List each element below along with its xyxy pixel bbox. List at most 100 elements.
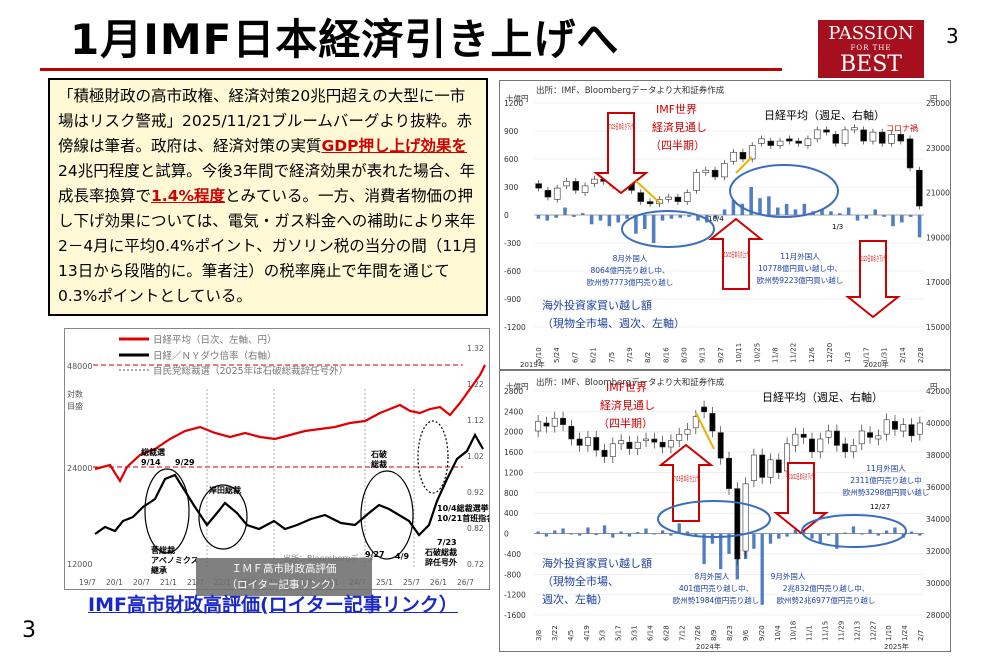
x-tick: 5/31 bbox=[631, 625, 639, 641]
x-tick: 8/9 bbox=[710, 630, 718, 641]
x-tick: 6/21 bbox=[590, 347, 598, 363]
x-tick: 2/28 bbox=[917, 347, 925, 363]
flow-bar bbox=[651, 215, 656, 243]
flow-bar bbox=[752, 533, 756, 549]
passion-for-the-best-logo: PASSION FOR THE BEST bbox=[818, 20, 924, 78]
x-tick: 25/1 bbox=[376, 578, 393, 587]
candle-body bbox=[860, 129, 867, 142]
candle-body bbox=[730, 151, 737, 162]
x-tick: 10/4 bbox=[774, 625, 782, 641]
highlight-ellipse-suga bbox=[144, 468, 190, 554]
logo-line-2: FOR THE bbox=[850, 44, 892, 52]
candle-body bbox=[823, 129, 830, 133]
flow-bar bbox=[685, 531, 690, 534]
left-tick: 300 bbox=[504, 183, 519, 192]
right-tick: 42000 bbox=[926, 387, 950, 396]
candle-body bbox=[734, 488, 741, 560]
candle-body bbox=[883, 419, 890, 435]
flow-bar bbox=[873, 209, 878, 215]
right-axis: 42000 40000 38000 36000 34000 32000 30000 28000 bbox=[926, 387, 950, 620]
reuters-article-link[interactable]: IMF高市財政高評価(ロイター記事リンク） bbox=[88, 594, 458, 616]
right-tick: 1.02 bbox=[467, 452, 484, 461]
candle-body bbox=[897, 134, 905, 142]
candle-body bbox=[767, 140, 775, 146]
left-tick: 400 bbox=[504, 509, 519, 518]
x-tick: 12/27 bbox=[869, 621, 877, 641]
x-tick: 11/15 bbox=[822, 621, 830, 641]
arrow-label: 7/23日本引き下げ bbox=[609, 122, 633, 131]
flow-bar bbox=[572, 215, 576, 217]
flow-bar bbox=[536, 215, 541, 219]
candle-body bbox=[841, 129, 849, 144]
flow-bar bbox=[627, 533, 632, 537]
left-tick: 0 bbox=[504, 211, 509, 220]
left-legend: 日経平均（日次、左軸、円） 日経／ＮＹダウ倍率（右軸） 自民党総裁選（2025年… bbox=[119, 334, 348, 377]
x-tick: 11/8 bbox=[771, 347, 779, 363]
left-tick: 1200 bbox=[504, 468, 523, 477]
x-tick: 19/7 bbox=[79, 578, 96, 587]
link-tooltip: ＩＭＦ高市財政高評価 （ロイター記事リンク） bbox=[196, 558, 372, 596]
highlight-ellipse bbox=[801, 514, 907, 548]
candle-body bbox=[742, 483, 749, 552]
flow-bar bbox=[669, 215, 674, 219]
candle-body bbox=[851, 127, 858, 131]
flow-bar bbox=[607, 215, 612, 227]
flow-label-line: 海外投資家買い越し額 bbox=[542, 556, 652, 570]
candle-body bbox=[659, 441, 666, 448]
flow-bar bbox=[851, 526, 856, 534]
flow-bar bbox=[864, 215, 869, 219]
annotation-date: 9/14 bbox=[141, 458, 161, 467]
right-tick: 36000 bbox=[926, 483, 950, 492]
candle-body bbox=[721, 163, 728, 178]
flow-bar bbox=[702, 533, 706, 565]
right-tick: 1.32 bbox=[467, 344, 484, 353]
flow-bar bbox=[580, 213, 585, 215]
x-tick: 20/1 bbox=[106, 578, 123, 587]
imf-title-1: IMF世界 bbox=[606, 381, 647, 394]
candle-body bbox=[711, 169, 719, 178]
x-tick: 11/29 bbox=[837, 621, 845, 641]
x-tick: 7/12 bbox=[678, 625, 686, 641]
flow-bar bbox=[876, 533, 881, 536]
flow-bar bbox=[802, 203, 807, 215]
annotation-kishida: 岸田総裁 bbox=[209, 485, 241, 495]
flow-bar bbox=[818, 533, 822, 544]
flow-bar bbox=[598, 215, 603, 221]
flow-bar bbox=[909, 531, 914, 534]
candle-body bbox=[825, 430, 832, 438]
flow-bar bbox=[893, 527, 897, 534]
flow-bar bbox=[810, 533, 814, 539]
flow-bar bbox=[860, 533, 864, 535]
flow-bar bbox=[644, 528, 648, 534]
x-tick: 2/14 bbox=[899, 347, 907, 363]
flow-bar bbox=[553, 530, 557, 534]
candle-body bbox=[634, 441, 641, 449]
candle-body bbox=[543, 422, 550, 427]
x-tick: 25/7 bbox=[403, 578, 420, 587]
nikkei-chart-panel: 日経平均（日次、左軸、円） 日経／ＮＹダウ倍率（右軸） 自民党総裁選（2025年… bbox=[64, 328, 494, 590]
note-september: 9月外国人 2兆832億円売り越し中、 欧州勢2兆6977億円売り越し bbox=[771, 571, 876, 605]
nikkei-line bbox=[94, 364, 486, 484]
x-tick: 10/25 bbox=[753, 343, 761, 363]
x-tick: 8/2 bbox=[644, 352, 652, 363]
x-tick: 12/6 bbox=[808, 347, 816, 363]
candle-body bbox=[684, 429, 691, 435]
candle-body bbox=[739, 151, 747, 160]
flow-label: 海外投資家買い越し額 （現物全市場、週次、左軸） bbox=[542, 298, 685, 330]
left-tick: 2000 bbox=[504, 428, 523, 437]
flow-bar bbox=[891, 215, 895, 227]
x-tick: 7/5 bbox=[608, 352, 616, 363]
quote-highlight-growth: 1.4%程度 bbox=[151, 187, 226, 205]
left-axis-title-2: 目盛 bbox=[67, 401, 83, 411]
candle-body bbox=[726, 457, 732, 489]
flow-bar bbox=[793, 209, 798, 215]
candle-body bbox=[563, 181, 570, 187]
flow-bar bbox=[545, 215, 550, 221]
left-tick: 0 bbox=[504, 530, 509, 539]
note-line: 8月外国人 bbox=[695, 571, 730, 581]
x-tick: 8/30 bbox=[681, 347, 689, 363]
candle-body bbox=[750, 454, 757, 481]
imf-title-2: 経済見通し bbox=[600, 398, 655, 412]
nikkei-chart-svg: 日経平均（日次、左軸、円） 日経／ＮＹダウ倍率（右軸） 自民党総裁選（2025年… bbox=[67, 334, 494, 587]
annotation-resign: 石破総裁 bbox=[424, 547, 457, 557]
